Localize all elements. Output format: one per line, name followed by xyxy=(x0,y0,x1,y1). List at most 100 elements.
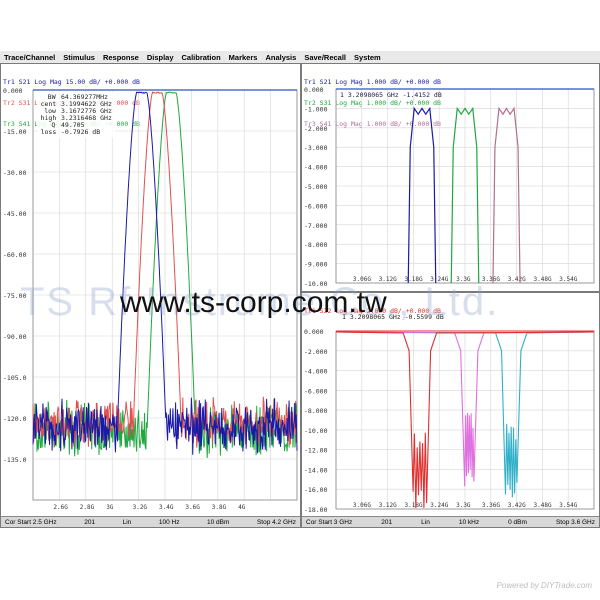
status-power[interactable]: 10 dBm xyxy=(207,518,230,526)
trace-s21 xyxy=(32,91,298,455)
marker-readout-label: BW xyxy=(48,93,56,101)
marker-readout-value: 49.705 xyxy=(61,121,85,129)
status-start[interactable]: Cor Start 3 GHz xyxy=(306,518,353,526)
x-tick-label: 3.48G xyxy=(534,276,552,283)
status-ifbw[interactable]: 100 Hz xyxy=(158,518,180,526)
trace-s41 xyxy=(492,106,521,284)
x-tick-label: 3.6G xyxy=(185,504,200,511)
y-tick-label: -10.00 xyxy=(304,280,328,288)
x-tick-label: 3.3G xyxy=(456,502,471,509)
x-tick-label: 2.8G xyxy=(80,504,95,511)
trace-s44 xyxy=(335,331,595,498)
x-tick-label: 3.8G xyxy=(212,504,227,511)
y-tick-label: -6.000 xyxy=(304,202,328,210)
y-tick-label: -8.000 xyxy=(304,241,328,249)
left-status-bar: Cor Start 2.5 GHz 201 Lin 100 Hz 10 dBm … xyxy=(1,516,300,527)
menu-calibration[interactable]: Calibration xyxy=(181,52,221,62)
marker-readout-label: low xyxy=(44,107,56,115)
x-tick-label: 3.06G xyxy=(353,276,371,283)
marker-readout-value: 3.2316468 GHz xyxy=(61,114,112,122)
y-tick-label: -18.00 xyxy=(304,506,328,514)
y-tick-label: -5.000 xyxy=(304,183,328,191)
trace-s31 xyxy=(450,106,480,284)
menu-system[interactable]: System xyxy=(354,52,381,62)
menu-display[interactable]: Display xyxy=(146,52,174,62)
watermark-url: www.ts-corp.com.tw xyxy=(120,286,387,319)
right-top-trace-legend: Tr1 S21 Log Mag 1.000 dB/ +0.000 dB Tr2 … xyxy=(304,65,441,142)
x-tick-label: 4G xyxy=(238,504,246,511)
x-tick-label: 3.54G xyxy=(559,502,577,509)
y-tick-label: -2.000 xyxy=(304,348,328,356)
y-tick-label: -105.0 xyxy=(3,374,27,382)
x-tick-label: 3.2G xyxy=(133,504,148,511)
x-tick-label: 3.4G xyxy=(159,504,174,511)
y-tick-label: -10.00 xyxy=(304,427,328,435)
footer-credit: Powered by DIYTrade.com xyxy=(496,581,592,590)
status-points[interactable]: 201 xyxy=(381,518,393,526)
menu-stimulus[interactable]: Stimulus xyxy=(63,52,95,62)
y-tick-label: -4.000 xyxy=(304,164,328,172)
status-stop[interactable]: Stop 4.2 GHz xyxy=(256,518,296,526)
x-tick-label: 3.3G xyxy=(456,276,471,283)
y-tick-label: -30.00 xyxy=(3,169,27,177)
y-tick-label: -9.000 xyxy=(304,261,328,269)
left-plot[interactable]: 0.000 -15.00 -30.00 -45.00 -60.00 -75.00 -90.0… xyxy=(1,86,300,516)
right-bottom-plot[interactable]: 0.000 -2.000 -4.000 -6.000 -8.000 -10.00 -12.0… xyxy=(302,303,599,516)
x-tick-label: 2.6G xyxy=(53,504,68,511)
marker-readout: 1 3.2098065 GHz -1.4152 dB xyxy=(340,91,442,99)
x-tick-label: 3.48G xyxy=(534,502,552,509)
trace-label-s21[interactable]: Tr1 S21 Log Mag 15.00 dB/ +0.000 dB xyxy=(3,78,140,86)
trace-label-s22[interactable]: Tr1 S22 Log Mag 2.000 dB/ +0.000 dB xyxy=(304,307,441,315)
menu-response[interactable]: Response xyxy=(102,52,139,62)
watermark-company: TS Rf Instrume Co., Ltd. xyxy=(20,280,500,324)
y-tick-label: -16.00 xyxy=(304,486,328,494)
trace-s21 xyxy=(407,106,437,284)
y-tick-label: -90.00 xyxy=(3,333,27,341)
y-tick-label: -7.000 xyxy=(304,222,328,230)
marker-readout-value: -0.7926 dB xyxy=(61,128,100,136)
status-power[interactable]: 0 dBm xyxy=(508,518,527,526)
menu-markers[interactable]: Markers xyxy=(228,52,258,62)
y-tick-label: -12.00 xyxy=(304,447,328,455)
y-tick-label: -60.00 xyxy=(3,251,27,259)
y-tick-label: -14.00 xyxy=(304,466,328,474)
trace-label-s41[interactable]: Tr3 S41 Log Mag 1.000 dB/ +0.000 dB xyxy=(304,120,441,128)
left-chart-panel: Tr1 S21 Log Mag 15.00 dB/ +0.000 dB Tr2 … xyxy=(0,63,301,528)
y-tick-label: -6.000 xyxy=(304,387,328,395)
y-tick-label: -4.000 xyxy=(304,368,328,376)
trace-s22 xyxy=(335,331,595,509)
trace-label-s31[interactable]: Tr2 S31 Log Mag 1.000 dB/ +0.000 dB xyxy=(304,99,441,107)
y-tick-label: -120.0 xyxy=(3,415,27,423)
status-ifbw[interactable]: 10 kHz xyxy=(458,518,480,526)
status-sweep-type[interactable]: Lin xyxy=(421,518,430,526)
marker-readout: 1 3.2098065 GHz -0.5599 dB xyxy=(342,313,444,321)
x-tick-label: 3.42G xyxy=(508,502,526,509)
marker-readout-label: loss xyxy=(41,128,57,136)
marker-readout-box xyxy=(37,92,115,138)
trace-label-s21[interactable]: Tr1 S21 Log Mag 1.000 dB/ +0.000 dB xyxy=(304,78,441,86)
y-tick-label: -3.000 xyxy=(304,144,328,152)
x-tick-label: 3.54G xyxy=(559,276,577,283)
x-tick-label: 3.06G xyxy=(353,502,371,509)
status-stop[interactable]: Stop 3.6 GHz xyxy=(555,518,595,526)
y-tick-label: -1.000 xyxy=(304,105,328,113)
y-tick-label: -8.000 xyxy=(304,407,328,415)
x-tick-label: 3.12G xyxy=(379,276,397,283)
x-tick-label: 3.36G xyxy=(482,502,500,509)
status-points[interactable]: 201 xyxy=(84,518,96,526)
status-start[interactable]: Cor Start 2.5 GHz xyxy=(5,518,57,526)
marker-readout-value: 3.1994622 GHz xyxy=(61,100,112,108)
menu-save-recall[interactable]: Save/Recall xyxy=(304,52,347,62)
y-tick-label: -135.0 xyxy=(3,456,27,464)
right-top-plot[interactable]: 0.000 -1.000 -2.000 -3.000 -4.000 -5.000 -6.00… xyxy=(302,86,599,291)
right-bottom-trace-legend: Tr1 S22 Log Mag 2.000 dB/ +0.000 dB xyxy=(304,294,441,329)
menu-trace-channel[interactable]: Trace/Channel xyxy=(4,52,56,62)
x-tick-label: 3.24G xyxy=(430,276,448,283)
x-tick-label: 3G xyxy=(106,504,114,511)
y-tick-label: -75.00 xyxy=(3,292,27,300)
status-sweep-type[interactable]: Lin xyxy=(122,518,132,526)
x-tick-label: 3.42G xyxy=(508,276,526,283)
x-tick-label: 3.18G xyxy=(405,276,423,283)
menu-analysis[interactable]: Analysis xyxy=(265,52,297,62)
y-tick-label: 0.000 xyxy=(304,328,324,336)
